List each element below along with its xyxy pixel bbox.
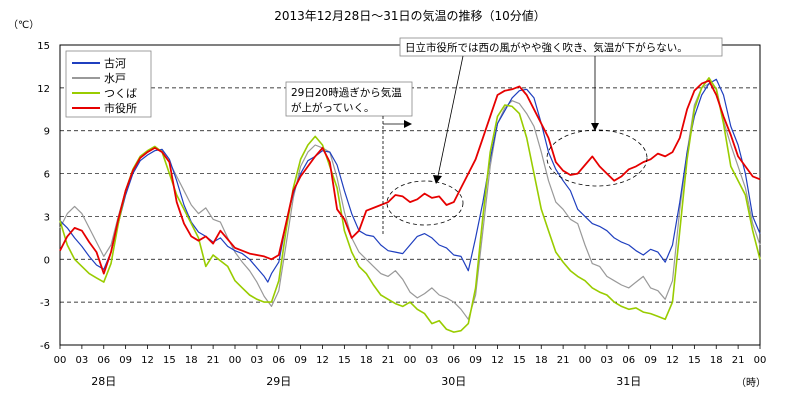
y-tick-label: 12 bbox=[37, 84, 50, 95]
x-tick-label: 12 bbox=[316, 355, 329, 366]
x-tick-label: 15 bbox=[688, 355, 701, 366]
x-tick-label: 21 bbox=[557, 355, 570, 366]
x-tick-label: 03 bbox=[601, 355, 614, 366]
legend-label-1: 水戸 bbox=[104, 72, 126, 85]
series-lines bbox=[59, 77, 761, 333]
x-tick-label: 06 bbox=[272, 355, 285, 366]
series-line-0 bbox=[59, 78, 761, 283]
chart-title: 2013年12月28日～31日の気温の推移（10分値） bbox=[274, 8, 546, 23]
x-tick-label: 21 bbox=[207, 355, 220, 366]
x-tick-label: 03 bbox=[251, 355, 264, 366]
x-tick-label: 03 bbox=[76, 355, 89, 366]
annotation-1-line-1: 29日20時過ぎから気温 bbox=[291, 86, 402, 99]
x-axis: 00 03 06 09 12 15 18 21 00 03 06 09 12 15 18 21 00 03 06 09… bbox=[54, 345, 767, 366]
annotation-2-arrow-left bbox=[437, 55, 464, 177]
x-tick-label: 06 bbox=[447, 355, 460, 366]
annotation-1-line-2: が上がっていく。 bbox=[291, 101, 374, 114]
y-tick-label: -3 bbox=[40, 298, 50, 309]
date-label: 29日 bbox=[266, 375, 291, 388]
y-tick-label: 9 bbox=[44, 127, 50, 138]
legend-label-2: つくば bbox=[104, 87, 137, 100]
x-tick-label: 06 bbox=[622, 355, 635, 366]
x-tick-label: 21 bbox=[732, 355, 745, 366]
x-tick-label: 18 bbox=[360, 355, 373, 366]
x-tick-label: 21 bbox=[382, 355, 395, 366]
y-tick-label: 0 bbox=[44, 255, 50, 266]
x-tick-label: 18 bbox=[535, 355, 548, 366]
x-tick-label: 09 bbox=[469, 355, 482, 366]
x-tick-label: 00 bbox=[754, 355, 767, 366]
annotation-29th-evening: 29日20時過ぎから気温 が上がっていく。 bbox=[285, 81, 413, 235]
x-tick-label: 12 bbox=[666, 355, 679, 366]
y-tick-label: -6 bbox=[40, 341, 50, 352]
annotation-1-arrowhead bbox=[404, 120, 412, 128]
x-tick-label: 00 bbox=[579, 355, 592, 366]
grid bbox=[60, 87, 760, 303]
series-line-1 bbox=[59, 82, 761, 320]
x-tick-label: 09 bbox=[119, 355, 132, 366]
x-tick-label: 06 bbox=[97, 355, 110, 366]
x-tick-label: 15 bbox=[338, 355, 351, 366]
x-tick-label: 00 bbox=[229, 355, 242, 366]
x-tick-label: 09 bbox=[294, 355, 307, 366]
x-tick-label: 09 bbox=[644, 355, 657, 366]
x-tick-label: 18 bbox=[185, 355, 198, 366]
annotation-city-hall-wind: 日立市役所では西の風がやや強く吹き、気温が下がらない。 bbox=[386, 37, 723, 226]
x-tick-label: 15 bbox=[163, 355, 176, 366]
date-labels: 28日 29日 30日 31日 bbox=[91, 375, 641, 388]
x-tick-label: 00 bbox=[404, 355, 417, 366]
annotation-2-arrowhead-right bbox=[591, 123, 599, 131]
x-tick-label: 00 bbox=[54, 355, 67, 366]
y-axis: 15 12 9 6 3 0 -3 -6 bbox=[37, 41, 50, 352]
x-tick-label: 18 bbox=[710, 355, 723, 366]
y-unit-label: （℃） bbox=[8, 19, 39, 31]
x-tick-label: 12 bbox=[491, 355, 504, 366]
highlight-ellipse-31st bbox=[546, 129, 648, 187]
x-tick-label: 03 bbox=[426, 355, 439, 366]
y-tick-label: 3 bbox=[44, 212, 50, 223]
date-label: 28日 bbox=[91, 375, 116, 388]
date-label: 31日 bbox=[616, 375, 641, 388]
y-tick-label: 15 bbox=[37, 41, 50, 52]
series-line-3 bbox=[59, 79, 761, 275]
x-unit-label: （時） bbox=[736, 377, 766, 389]
x-tick-label: 15 bbox=[513, 355, 526, 366]
x-tick-label: 12 bbox=[141, 355, 154, 366]
legend-label-0: 古河 bbox=[104, 57, 126, 70]
highlight-ellipse-30th bbox=[386, 180, 464, 226]
series-line-2 bbox=[59, 77, 761, 333]
y-tick-label: 6 bbox=[44, 170, 50, 181]
annotation-2-text: 日立市役所では西の風がやや強く吹き、気温が下がらない。 bbox=[405, 41, 688, 54]
date-label: 30日 bbox=[441, 375, 466, 388]
legend-label-3: 市役所 bbox=[104, 101, 137, 115]
annotation-2-arrowhead-left bbox=[433, 175, 442, 184]
